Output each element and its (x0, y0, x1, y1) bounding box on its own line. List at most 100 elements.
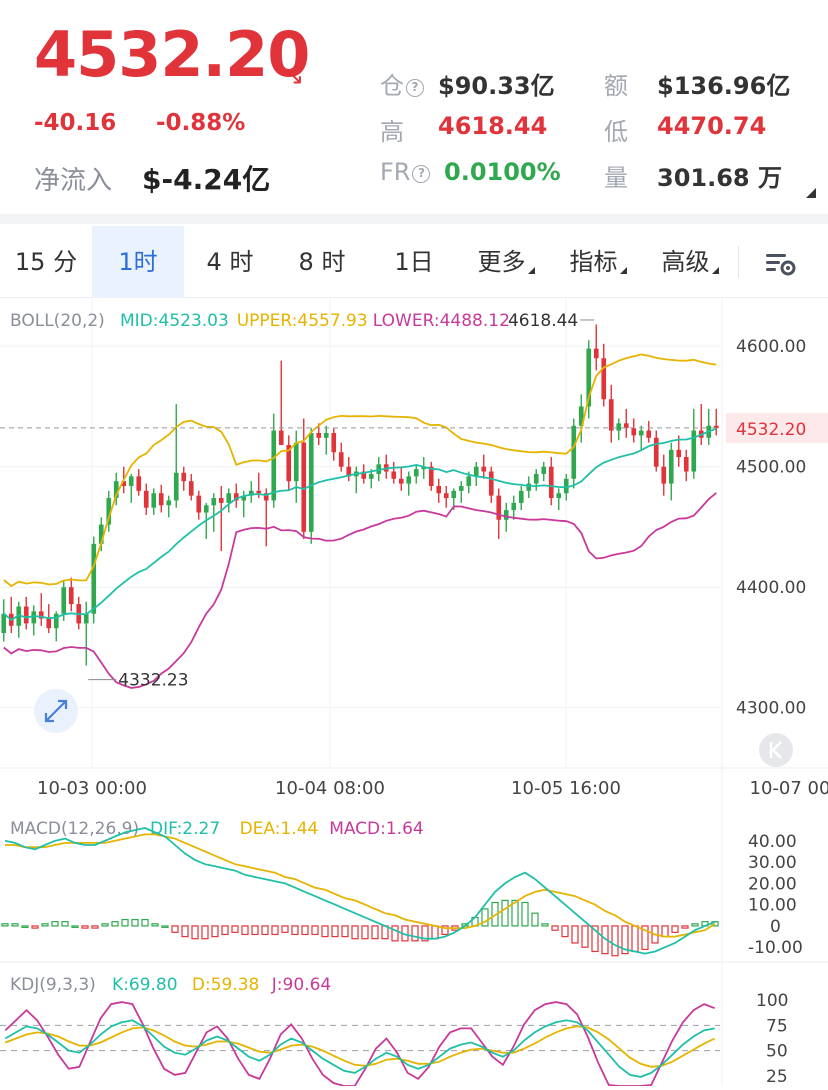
candle-body (526, 483, 532, 491)
current-price-tag (726, 412, 828, 443)
candle-body (421, 466, 427, 470)
macd-histogram-bar (321, 925, 329, 938)
kdj-y-tick: 25 (766, 1067, 788, 1086)
low-stat-label: 低 (604, 118, 628, 146)
help-icon[interactable]: ? (406, 79, 424, 97)
macd-histogram-bar (241, 925, 249, 936)
macd-histogram-bar (561, 925, 569, 938)
x-tick-label: 10-04 08:00 (275, 778, 385, 799)
boll-upper-line (3, 353, 717, 588)
candle-body (301, 442, 307, 532)
macd-legend-dif: DIF:2.27 (150, 819, 220, 839)
macd-histogram-bar (191, 925, 199, 940)
candle-body (241, 495, 247, 501)
candle-body (61, 587, 67, 614)
candle-body (158, 493, 164, 506)
macd-y-tick: 30.00 (748, 853, 797, 873)
macd-y-tick: 10.00 (748, 896, 797, 916)
candle-body (533, 473, 539, 484)
candle-body (668, 449, 674, 484)
tab-4h[interactable]: 4 时 (206, 248, 254, 276)
interval-tabs: 15 分 1时 4 时 8 时 1日 更多 指标 高级 (0, 226, 828, 298)
candle-body (466, 476, 472, 486)
position-stat-label[interactable]: 仓? (380, 66, 424, 101)
macd-histogram-bar (481, 908, 489, 927)
macd-histogram-bar (631, 925, 639, 953)
macd-histogram-bar (261, 925, 269, 936)
candle-body (1, 613, 7, 634)
candle-body (473, 466, 479, 477)
candle-body (166, 500, 172, 506)
macd-histogram-bar (21, 925, 29, 929)
kline-chart[interactable]: 4600.00 4500.00 4400.00 4300.00 10-03 00:00 1… (0, 298, 828, 1087)
candle-body (623, 423, 629, 429)
boll-legend-lower: LOWER:4488.12 (373, 311, 510, 331)
macd-histogram-bar (291, 925, 299, 936)
macd-histogram-bar (301, 925, 309, 936)
macd-histogram-bar (131, 918, 139, 927)
candle-body (406, 476, 412, 484)
macd-histogram-bar (511, 899, 519, 927)
candle-body (451, 490, 457, 499)
x-tick-label: 10-07 00 (750, 778, 828, 799)
candle-body (511, 502, 517, 511)
y-tick-label: 4500.00 (736, 458, 806, 478)
tab-separator (738, 246, 739, 278)
macd-histogram-bar (211, 925, 219, 938)
candle-body (616, 423, 622, 431)
boll-lower-line (3, 492, 717, 689)
position-stat-value: $90.33亿 (438, 72, 555, 100)
candle-body (578, 406, 584, 426)
candle-body (316, 432, 322, 438)
funding-rate-label[interactable]: FR? (380, 158, 431, 186)
tab-advanced[interactable]: 高级 (644, 226, 736, 298)
macd-histogram-bar (621, 925, 629, 955)
candle-body (248, 490, 254, 496)
macd-histogram-bar (161, 925, 169, 929)
candle-body (256, 490, 262, 494)
macd-histogram-bar (111, 921, 119, 927)
candle-body (571, 425, 577, 479)
tab-1d[interactable]: 1日 (394, 248, 434, 276)
candle-body (458, 486, 464, 491)
macd-histogram-bar (371, 925, 379, 940)
candle-body (391, 471, 397, 479)
expand-triangle-icon[interactable] (806, 188, 816, 198)
macd-histogram-bar (581, 925, 589, 948)
tab-more[interactable]: 更多 (460, 226, 552, 298)
tab-8h[interactable]: 8 时 (298, 248, 346, 276)
candle-body (218, 498, 224, 503)
dea-line (5, 833, 716, 938)
ticker-header: 4532.20 ↘ -40.16 -0.88% 净流入 $-4.24亿 仓? $… (0, 0, 828, 214)
candle-body (683, 457, 689, 472)
chart-area[interactable]: 4600.00 4500.00 4400.00 4300.00 10-03 00:00 1… (0, 298, 828, 1087)
candle-body (653, 437, 659, 467)
netflow-value: $-4.24亿 (142, 163, 271, 196)
macd-histogram-bar (431, 925, 439, 940)
tab-indicators[interactable]: 指标 (552, 226, 644, 298)
boll-mid-line (3, 427, 717, 621)
macd-indicator-label: MACD(12,26,9) (10, 819, 139, 839)
candle-body (518, 490, 524, 503)
macd-histogram-bar (1, 923, 9, 927)
tab-1h[interactable]: 1时 (92, 226, 184, 298)
macd-histogram-bar (231, 925, 239, 933)
candle-body (121, 481, 127, 486)
candle-body (143, 490, 149, 508)
candle-body (211, 498, 217, 506)
tab-15m[interactable]: 15 分 (14, 248, 78, 276)
chart-settings-icon[interactable] (760, 246, 800, 280)
macd-histogram-bar (521, 901, 529, 927)
candle-body (661, 466, 667, 484)
macd-histogram-bar (661, 925, 669, 938)
help-icon[interactable]: ? (412, 165, 431, 183)
candle-body (368, 473, 374, 479)
x-tick-label: 10-05 16:00 (511, 778, 621, 799)
candle-body (203, 505, 209, 513)
netflow-label: 净流入 (34, 166, 113, 196)
macd-histogram-bar (391, 925, 399, 942)
kdj-d-line (4, 1025, 716, 1068)
expand-icon (44, 699, 68, 723)
candle-body (23, 606, 29, 624)
kdj-y-tick: 75 (766, 1016, 788, 1036)
